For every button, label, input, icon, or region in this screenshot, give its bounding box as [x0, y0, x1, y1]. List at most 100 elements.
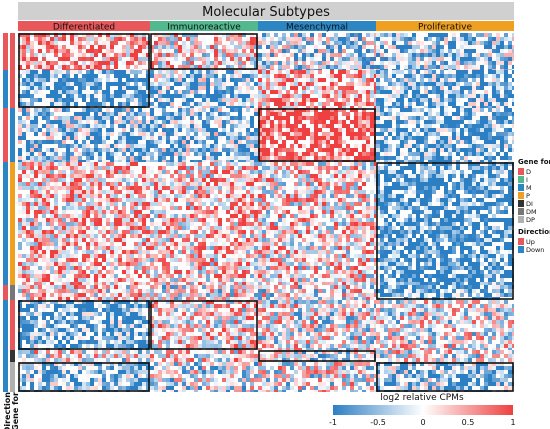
- heatmap-cell: [302, 70, 306, 74]
- heatmap-cell: [326, 140, 330, 144]
- heatmap-cell: [476, 57, 480, 61]
- heatmap-cell: [488, 128, 492, 132]
- heatmap-cell: [342, 152, 346, 156]
- heatmap-cell: [286, 74, 290, 78]
- heatmap-cell: [126, 190, 130, 194]
- heatmap-cell: [392, 33, 396, 37]
- heatmap-cell: [314, 140, 318, 144]
- heatmap-cell: [94, 37, 98, 41]
- heatmap-cell: [138, 206, 142, 210]
- heatmap-cell: [326, 41, 330, 45]
- heatmap-cell: [298, 74, 302, 78]
- heatmap-cell: [58, 112, 62, 116]
- heatmap-cell: [134, 128, 138, 132]
- heatmap-cell: [440, 148, 444, 152]
- heatmap-cell: [58, 152, 62, 156]
- heatmap-cell: [70, 198, 74, 202]
- heatmap-cell: [396, 132, 400, 136]
- heatmap-cell: [22, 108, 26, 112]
- heatmap-cell: [460, 41, 464, 45]
- heatmap-cell: [436, 108, 440, 112]
- heatmap-cell: [150, 98, 154, 102]
- heatmap-cell: [322, 78, 326, 82]
- heatmap-cell: [326, 152, 330, 156]
- heatmap-cell: [106, 69, 110, 70]
- heatmap-cell: [278, 53, 282, 57]
- heatmap-cell: [412, 112, 416, 116]
- heatmap-cell: [508, 45, 512, 49]
- heatmap-cell: [178, 116, 182, 120]
- heatmap-cell: [34, 226, 38, 230]
- heatmap-cell: [138, 198, 142, 202]
- heatmap-cell: [74, 74, 78, 78]
- heatmap-cell: [206, 37, 210, 41]
- heatmap-cell: [258, 37, 262, 41]
- heatmap-cell: [190, 136, 194, 140]
- heatmap-cell: [98, 226, 102, 230]
- heatmap-cell: [496, 45, 500, 49]
- heatmap-cell: [468, 112, 472, 116]
- heatmap-cell: [354, 144, 358, 148]
- heatmap-cell: [246, 144, 250, 148]
- heatmap-cell: [322, 148, 326, 152]
- heatmap-cell: [270, 156, 274, 160]
- heatmap-cell: [294, 120, 298, 124]
- heatmap-cell: [74, 70, 78, 74]
- heatmap-cell: [436, 148, 440, 152]
- heatmap-cell: [94, 246, 98, 250]
- heatmap-cell: [134, 112, 138, 116]
- heatmap-cell: [118, 112, 122, 116]
- heatmap-cell: [376, 120, 380, 124]
- heatmap-cell: [484, 106, 488, 108]
- heatmap-cell: [186, 70, 190, 74]
- heatmap-cell: [142, 242, 146, 246]
- heatmap-cell: [78, 190, 82, 194]
- gene-for-strip: [10, 108, 15, 162]
- heatmap-cell: [326, 33, 330, 37]
- heatmap-cell: [206, 86, 210, 90]
- heatmap-cell: [74, 238, 78, 242]
- heatmap-cell: [158, 120, 162, 124]
- heatmap-cell: [110, 174, 114, 178]
- heatmap-cell: [444, 90, 448, 94]
- heatmap-cell: [18, 37, 22, 41]
- heatmap-cell: [354, 98, 358, 102]
- heatmap-cell: [318, 136, 322, 140]
- heatmap-cell: [412, 136, 416, 140]
- heatmap-cell: [370, 65, 374, 69]
- heatmap-cell: [452, 98, 456, 102]
- heatmap-cell: [436, 132, 440, 136]
- heatmap-cell: [18, 57, 22, 61]
- heatmap-cell: [46, 246, 50, 250]
- heatmap-cell: [98, 132, 102, 136]
- heatmap-cell: [182, 144, 186, 148]
- heatmap-cell: [38, 132, 42, 136]
- heatmap-cell: [358, 86, 362, 90]
- heatmap-cell: [58, 194, 62, 198]
- heatmap-cell: [102, 214, 106, 218]
- heatmap-cell: [392, 144, 396, 148]
- heatmap-cell: [98, 124, 102, 128]
- heatmap-cell: [38, 218, 42, 222]
- subtype-label: Mesenchymal: [286, 23, 348, 33]
- heatmap-cell: [342, 112, 346, 116]
- heatmap-cell: [262, 69, 266, 70]
- heatmap-cell: [106, 214, 110, 218]
- heatmap-cell: [488, 98, 492, 102]
- heatmap-cell: [66, 166, 70, 170]
- heatmap-cell: [90, 102, 94, 106]
- heatmap-cell: [118, 61, 122, 65]
- heatmap-cell: [412, 160, 416, 162]
- heatmap-cell: [314, 41, 318, 45]
- heatmap-cell: [226, 90, 230, 94]
- heatmap-cell: [26, 140, 30, 144]
- heatmap-cell: [346, 98, 350, 102]
- heatmap-cell: [78, 182, 82, 186]
- heatmap-cell: [222, 49, 226, 53]
- heatmap-cell: [238, 128, 242, 132]
- heatmap-cell: [142, 94, 146, 98]
- heatmap-cell: [74, 69, 78, 70]
- heatmap-cell: [286, 108, 290, 112]
- heatmap-cell: [82, 222, 86, 226]
- heatmap-cell: [98, 136, 102, 140]
